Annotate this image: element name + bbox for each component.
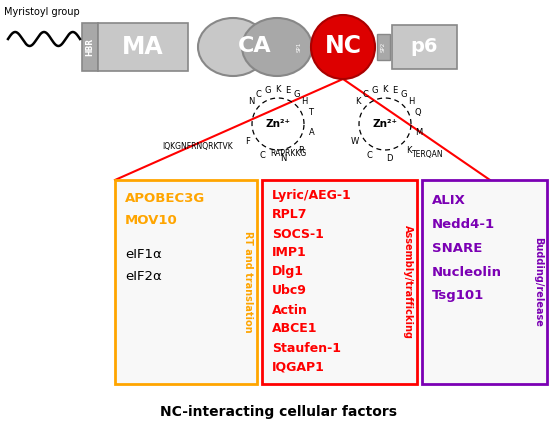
- Text: K: K: [275, 85, 280, 93]
- Text: NC-interacting cellular factors: NC-interacting cellular factors: [160, 405, 397, 419]
- Text: C: C: [256, 90, 262, 99]
- Text: D: D: [387, 154, 393, 163]
- Text: Nucleolin: Nucleolin: [432, 266, 502, 279]
- Text: Ubc9: Ubc9: [272, 285, 307, 298]
- Text: RAPRKKG: RAPRKKG: [270, 149, 306, 159]
- Text: Lyric/AEG-1: Lyric/AEG-1: [272, 190, 352, 203]
- FancyBboxPatch shape: [262, 180, 417, 384]
- Text: CA: CA: [238, 36, 272, 56]
- FancyBboxPatch shape: [422, 180, 547, 384]
- Text: ALIX: ALIX: [432, 194, 466, 206]
- Text: M: M: [415, 128, 422, 137]
- Text: C: C: [363, 90, 368, 99]
- Text: E: E: [285, 86, 290, 95]
- FancyBboxPatch shape: [115, 180, 257, 384]
- Text: H: H: [409, 97, 415, 106]
- Text: T: T: [309, 108, 313, 117]
- Ellipse shape: [198, 18, 268, 76]
- Text: R: R: [299, 146, 304, 155]
- Text: W: W: [350, 137, 359, 146]
- Text: K: K: [355, 97, 361, 106]
- Text: G: G: [401, 90, 408, 99]
- Text: Myristoyl group: Myristoyl group: [4, 7, 80, 17]
- Text: RPL7: RPL7: [272, 209, 307, 222]
- Text: p6: p6: [411, 38, 438, 57]
- Text: NC: NC: [324, 34, 361, 58]
- FancyBboxPatch shape: [98, 23, 188, 71]
- Text: G: G: [294, 90, 300, 99]
- Text: Q: Q: [415, 108, 421, 117]
- Text: RT and translation: RT and translation: [243, 231, 253, 333]
- Text: Tsg101: Tsg101: [432, 289, 484, 302]
- Text: Dlg1: Dlg1: [272, 266, 304, 279]
- Text: Staufen-1: Staufen-1: [272, 342, 341, 355]
- Text: eIF1α: eIF1α: [125, 248, 162, 260]
- Text: N: N: [248, 97, 255, 106]
- Text: SNARE: SNARE: [432, 241, 482, 254]
- Text: C: C: [260, 151, 266, 160]
- Text: C: C: [367, 151, 372, 160]
- Text: Nedd4-1: Nedd4-1: [432, 217, 495, 231]
- Text: IQKGNFRNQRKTVK: IQKGNFRNQRKTVK: [162, 143, 233, 152]
- Text: MOV10: MOV10: [125, 213, 178, 226]
- Text: TERQAN: TERQAN: [412, 149, 444, 159]
- FancyBboxPatch shape: [82, 23, 98, 71]
- Text: H: H: [301, 97, 308, 106]
- FancyBboxPatch shape: [392, 25, 457, 69]
- Text: SOCS-1: SOCS-1: [272, 228, 324, 241]
- Text: K: K: [382, 85, 388, 93]
- Text: SP2: SP2: [381, 42, 386, 52]
- Text: Zn²⁺: Zn²⁺: [266, 119, 290, 129]
- Text: IMP1: IMP1: [272, 247, 307, 260]
- Text: Budding/release: Budding/release: [533, 237, 543, 327]
- Text: G: G: [372, 86, 378, 95]
- Text: N: N: [280, 154, 286, 163]
- Text: IQGAP1: IQGAP1: [272, 360, 325, 374]
- FancyBboxPatch shape: [377, 34, 390, 60]
- FancyBboxPatch shape: [293, 34, 306, 60]
- Circle shape: [311, 15, 375, 79]
- Text: Assembly/trafficking: Assembly/trafficking: [403, 225, 413, 339]
- Text: APOBEC3G: APOBEC3G: [125, 191, 205, 204]
- Text: ABCE1: ABCE1: [272, 323, 317, 336]
- Ellipse shape: [242, 18, 312, 76]
- Text: E: E: [392, 86, 398, 95]
- Text: SP1: SP1: [297, 42, 302, 52]
- Text: K: K: [406, 146, 411, 155]
- Text: MA: MA: [122, 35, 164, 59]
- Text: eIF2α: eIF2α: [125, 270, 162, 283]
- Text: A: A: [309, 128, 315, 137]
- Text: F: F: [245, 137, 250, 146]
- Text: G: G: [265, 86, 271, 95]
- Text: Actin: Actin: [272, 304, 308, 317]
- Text: HBR: HBR: [85, 38, 95, 56]
- Text: Zn²⁺: Zn²⁺: [372, 119, 398, 129]
